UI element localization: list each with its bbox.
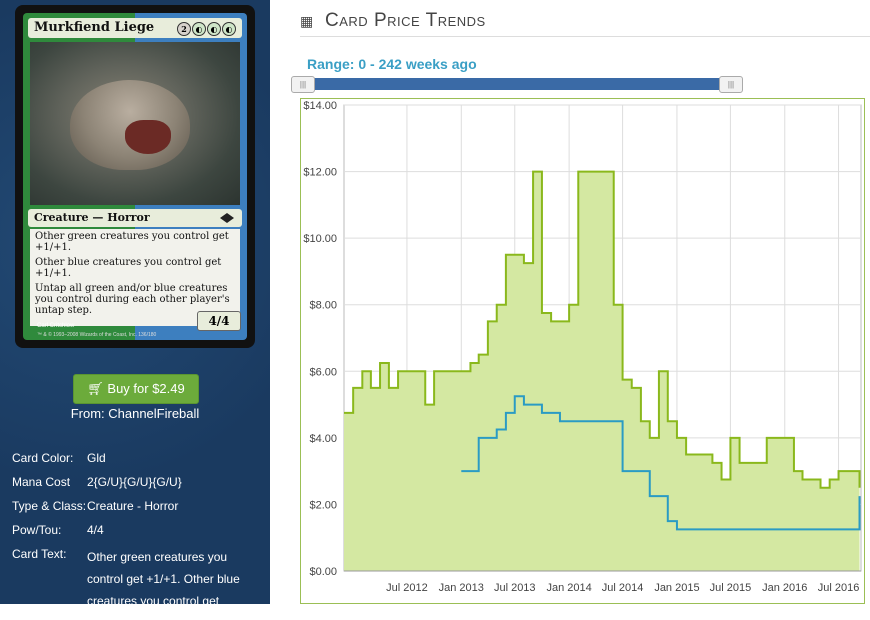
buy-button-label: Buy for $2.49: [107, 381, 185, 396]
rules-line: Other blue creatures you control get +1/…: [35, 257, 222, 279]
mana-cost-symbols: 2 ◐ ◐ ◐: [177, 22, 236, 36]
card-rules-box: Other green creatures you control get +1…: [30, 229, 240, 326]
info-value: 2{G/U}{G/U}{G/U}: [87, 475, 182, 489]
x-tick-label: Jul 2013: [494, 582, 536, 594]
y-tick-label: $8.00: [309, 300, 337, 312]
mana-symbol-generic: 2: [177, 22, 191, 36]
range-label: Range: 0 - 242 weeks ago: [307, 56, 477, 72]
y-tick-label: $6.00: [309, 366, 337, 378]
card-info-list: Card Color: Gld Mana Cost 2{G/U}{G/U}{G/…: [12, 450, 262, 620]
buy-source: From: ChannelFireball: [70, 406, 200, 421]
buy-button[interactable]: 🛒︎ Buy for $2.49: [73, 374, 199, 404]
y-tick-label: $12.00: [303, 167, 337, 179]
range-slider-handle-left[interactable]: |||: [291, 76, 315, 93]
card-name: Murkfiend Liege 2 ◐ ◐ ◐: [28, 18, 242, 38]
range-slider-handle-right[interactable]: |||: [719, 76, 743, 93]
series-line-green: [344, 170, 861, 489]
card-type-line: Creature — Horror: [28, 209, 242, 227]
x-tick-label: Jul 2015: [710, 582, 752, 594]
info-label: Type & Class:: [12, 499, 87, 513]
mana-symbol-hybrid-icon: ◐: [207, 22, 221, 36]
info-value: Creature - Horror: [87, 499, 179, 513]
info-value: Gld: [87, 451, 106, 465]
y-tick-label: $0.00: [309, 566, 337, 578]
mana-symbol-hybrid-icon: ◐: [222, 22, 236, 36]
mana-symbol-hybrid-icon: ◐: [192, 22, 206, 36]
y-tick-label: $10.00: [303, 233, 337, 245]
info-row-powtou: Pow/Tou: 4/4: [12, 522, 262, 538]
info-label: Card Text:: [12, 547, 67, 561]
shopping-cart-icon: 🛒︎: [87, 381, 104, 396]
y-tick-label: $2.00: [309, 499, 337, 511]
section-title: Card Price Trends: [325, 10, 486, 31]
info-row-mana: Mana Cost 2{G/U}{G/U}{G/U}: [12, 474, 262, 490]
card-art: [30, 42, 240, 205]
x-tick-label: Jul 2012: [386, 582, 428, 594]
section-header: ▦ Card Price Trends: [300, 8, 870, 37]
x-tick-label: Jul 2016: [818, 582, 860, 594]
info-row-color: Card Color: Gld: [12, 450, 262, 466]
rules-line: Untap all green and/or blue creatures yo…: [35, 283, 230, 316]
card-sidebar: Murkfiend Liege 2 ◐ ◐ ◐ Creature — Horro…: [0, 0, 270, 608]
info-row-type: Type & Class: Creature - Horror: [12, 498, 262, 514]
series-line-blue: [461, 395, 861, 531]
info-label: Card Color:: [12, 451, 74, 465]
card-artist: Carl Critchlow: [37, 323, 75, 329]
set-symbol-icon: [220, 213, 234, 223]
price-chart: $0.00 $2.00 $4.00 $6.00 $8.00 $10.00 $12.00 $14…: [300, 98, 865, 604]
range-slider[interactable]: [292, 78, 741, 90]
info-label: Mana Cost: [12, 475, 71, 489]
card-art-mouth: [125, 120, 171, 154]
rules-line: Other green creatures you control get +1…: [35, 231, 229, 253]
info-row-text: Card Text: Other green creatures you con…: [12, 546, 262, 612]
card-type-text: Creature — Horror: [34, 211, 150, 224]
x-tick-label: Jan 2014: [546, 582, 591, 594]
card-name-text: Murkfiend Liege: [34, 20, 155, 35]
card-power-toughness: 4/4: [197, 311, 241, 331]
calendar-icon: ▦: [300, 13, 314, 29]
info-label: Pow/Tou:: [12, 523, 62, 537]
card-frame: Murkfiend Liege 2 ◐ ◐ ◐ Creature — Horro…: [23, 13, 247, 340]
price-chart-svg: $0.00 $2.00 $4.00 $6.00 $8.00 $10.00 $12.00 $14…: [303, 100, 862, 594]
x-tick-label: Jan 2013: [439, 582, 484, 594]
x-tick-label: Jul 2014: [602, 582, 644, 594]
card-image[interactable]: Murkfiend Liege 2 ◐ ◐ ◐ Creature — Horro…: [15, 5, 255, 348]
x-tick-label: Jan 2016: [762, 582, 807, 594]
info-value: Other green creatures you control get +1…: [87, 550, 240, 608]
card-copyright: ™ & © 1993–2008 Wizards of the Coast, In…: [37, 332, 157, 338]
y-tick-label: $4.00: [309, 433, 337, 445]
y-tick-label: $14.00: [303, 100, 337, 112]
info-value: 4/4: [87, 523, 104, 537]
x-tick-label: Jan 2015: [654, 582, 699, 594]
